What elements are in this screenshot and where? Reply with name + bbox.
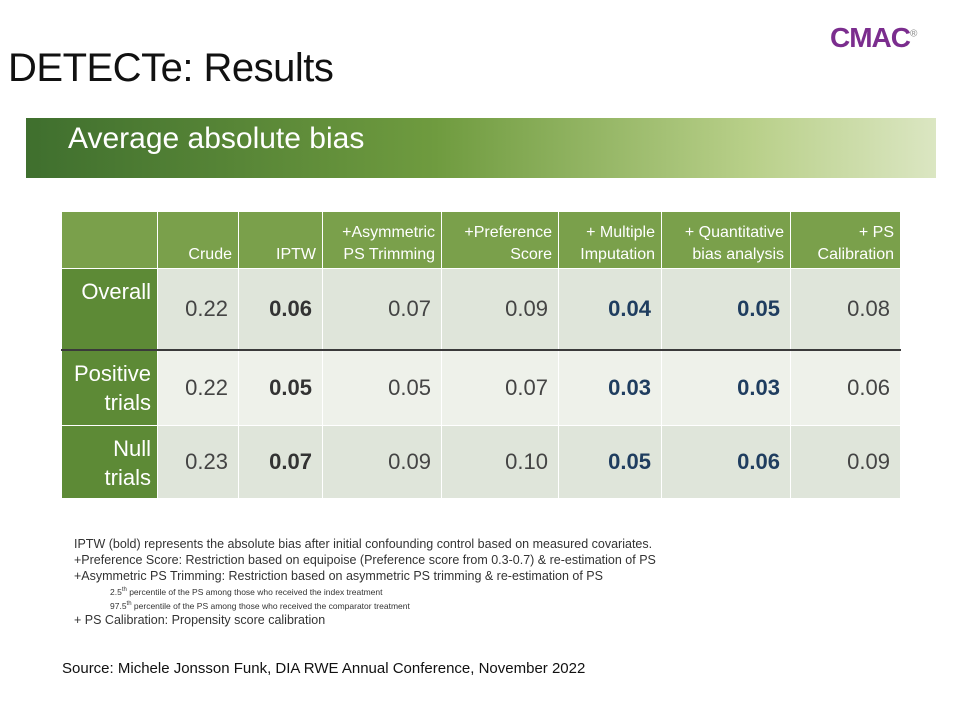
table-cell: 0.09 bbox=[441, 268, 559, 351]
table-row-null-trials: Null trials 0.23 0.07 0.09 0.10 0.05 0.06… bbox=[61, 425, 901, 499]
header-preference-score: +Preference Score bbox=[441, 211, 559, 269]
table-cell: 0.22 bbox=[157, 268, 239, 351]
table-cell: 0.05 bbox=[661, 268, 791, 351]
percentile-number: 97.5 bbox=[110, 600, 127, 611]
row-label-null-trials: Null trials bbox=[61, 425, 158, 499]
header-line: bias analysis bbox=[692, 246, 784, 263]
row-label-line: Overall bbox=[81, 279, 151, 304]
row-label-positive-trials: Positive trials bbox=[61, 349, 158, 426]
slide-title: DETECTe: Results bbox=[8, 46, 334, 90]
section-heading: Average absolute bias bbox=[68, 122, 365, 155]
table-row-overall: Overall 0.22 0.06 0.07 0.09 0.04 0.05 0.… bbox=[61, 268, 901, 351]
table-cell: 0.06 bbox=[238, 268, 323, 351]
header-quantitative-bias-analysis: + Quantitative bias analysis bbox=[661, 211, 791, 269]
table-cell: 0.08 bbox=[790, 268, 901, 351]
table-cell: 0.05 bbox=[238, 349, 323, 426]
header-line: + Multiple bbox=[586, 224, 655, 241]
percentile-number: 2.5 bbox=[110, 586, 122, 597]
logo-text: CMAC bbox=[830, 22, 911, 53]
header-iptw-label: IPTW bbox=[276, 246, 316, 263]
percentile-text: percentile of the PS among those who rec… bbox=[126, 586, 383, 597]
table-cell: 0.09 bbox=[790, 425, 901, 499]
header-line: Calibration bbox=[817, 246, 894, 263]
footnote-ps-calibration: + PS Calibration: Propensity score calib… bbox=[74, 612, 326, 627]
table-cell: 0.09 bbox=[322, 425, 442, 499]
header-line: +Preference bbox=[464, 224, 552, 241]
row-label-overall: Overall bbox=[61, 268, 158, 351]
header-corner bbox=[61, 211, 158, 269]
ordinal-suffix: th bbox=[121, 587, 127, 593]
table-cell: 0.22 bbox=[157, 349, 239, 426]
header-line: Imputation bbox=[580, 246, 655, 263]
header-line: + PS bbox=[858, 224, 894, 241]
ordinal-suffix: th bbox=[126, 600, 132, 607]
table-cell: 0.06 bbox=[790, 349, 901, 426]
header-crude: Crude bbox=[157, 211, 239, 269]
table-cell: 0.07 bbox=[441, 349, 559, 426]
source-citation: Source: Michele Jonsson Funk, DIA RWE An… bbox=[62, 660, 586, 677]
header-ps-calibration: + PS Calibration bbox=[790, 211, 901, 269]
table-cell: 0.05 bbox=[322, 349, 442, 426]
cmac-logo: CMAC® bbox=[830, 22, 917, 54]
table-cell: 0.03 bbox=[558, 349, 662, 426]
header-line: +Asymmetric bbox=[342, 224, 435, 241]
header-line: PS Trimming bbox=[343, 246, 435, 263]
table-cell: 0.04 bbox=[558, 268, 662, 351]
header-line: + Quantitative bbox=[684, 224, 784, 241]
header-asymmetric-ps-trimming: +Asymmetric PS Trimming bbox=[322, 211, 442, 269]
row-label-line: Positive bbox=[73, 361, 151, 386]
table-cell: 0.05 bbox=[558, 425, 662, 499]
header-iptw: IPTW bbox=[238, 211, 323, 269]
footnote-sub-index: 2.5th percentile of the PS among those w… bbox=[74, 584, 656, 598]
table-cell: 0.06 bbox=[661, 425, 791, 499]
table-cell: 0.07 bbox=[238, 425, 323, 499]
footnote-sub-comparator: 97.5th percentile of the PS among those … bbox=[74, 598, 656, 612]
header-crude-label: Crude bbox=[188, 246, 232, 263]
table-row-positive-trials: Positive trials 0.22 0.05 0.05 0.07 0.03 … bbox=[61, 349, 901, 426]
footnote-asymmetric-trimming: +Asymmetric PS Trimming: Restriction bas… bbox=[74, 569, 603, 583]
header-multiple-imputation: + Multiple Imputation bbox=[558, 211, 662, 269]
table-cell: 0.03 bbox=[661, 349, 791, 426]
row-label-line: Null bbox=[113, 436, 151, 461]
registered-mark: ® bbox=[910, 28, 917, 40]
section-banner: Average absolute bias bbox=[26, 118, 936, 178]
header-line: Score bbox=[510, 246, 552, 263]
table-cell: 0.23 bbox=[157, 425, 239, 499]
table-header-row: Crude IPTW +Asymmetric PS Trimming +Prefe… bbox=[61, 211, 901, 269]
table-cell: 0.10 bbox=[441, 425, 559, 499]
results-table: Crude IPTW +Asymmetric PS Trimming +Prefe… bbox=[61, 211, 901, 499]
percentile-text: percentile of the PS among those who rec… bbox=[131, 600, 410, 611]
row-label-line: trials bbox=[104, 465, 151, 490]
footnote-iptw: IPTW (bold) represents the absolute bias… bbox=[74, 537, 653, 551]
row-label-line: trials bbox=[104, 390, 151, 415]
footnotes: IPTW (bold) represents the absolute bias… bbox=[74, 536, 656, 628]
table-cell: 0.07 bbox=[322, 268, 442, 351]
footnote-preference-score: +Preference Score: Restriction based on … bbox=[74, 553, 656, 567]
